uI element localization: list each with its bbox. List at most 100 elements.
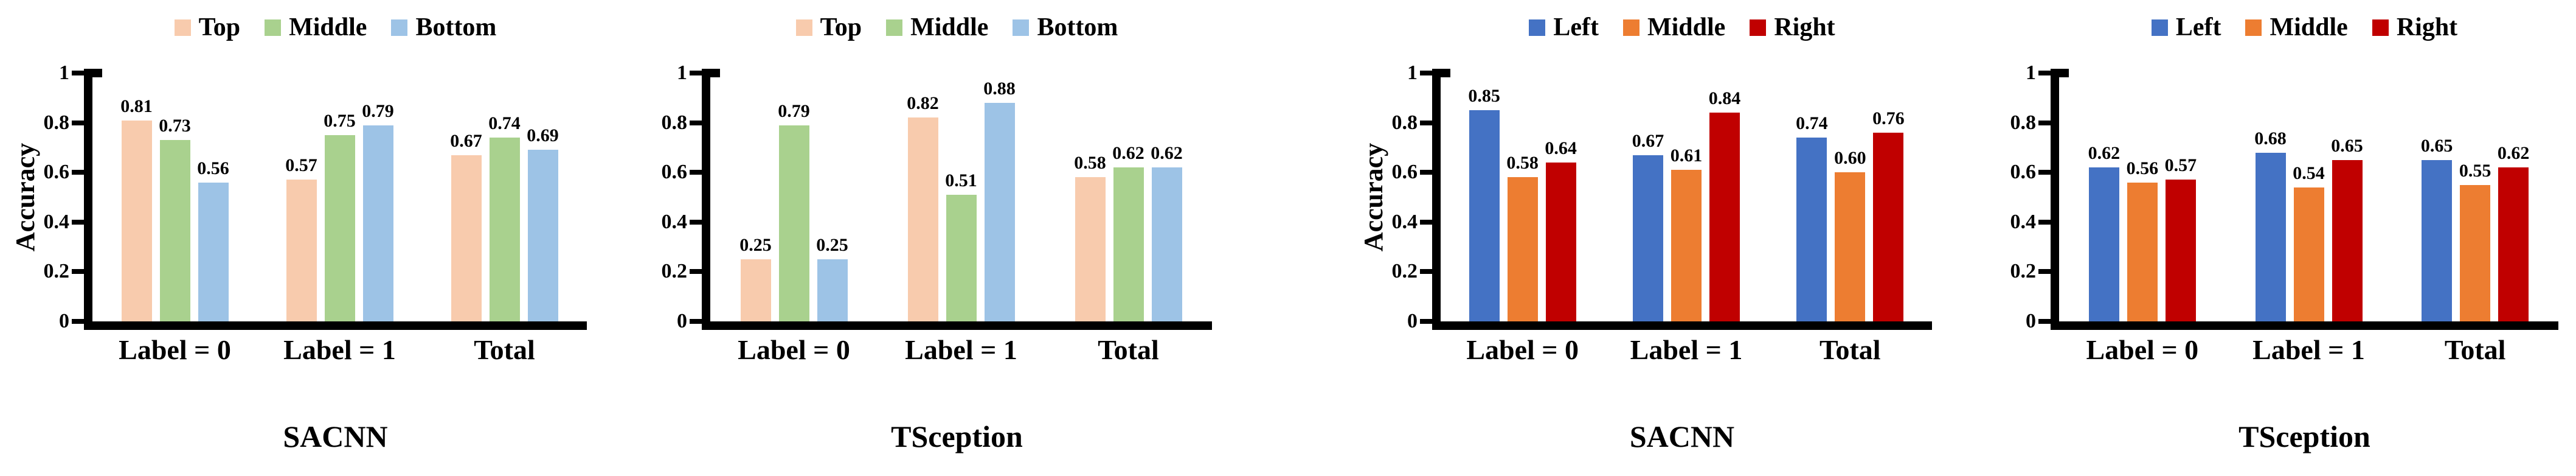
category-label: Label = 1 [905, 334, 1017, 365]
bar-group-1: 0.25 0.79 0.25 [710, 73, 878, 321]
legend-label: Middle [289, 13, 367, 41]
y-axis-top-tick [2059, 69, 2069, 77]
y-tick-label: 0.6 [1391, 161, 1418, 184]
chart-panel-3: Left Middle Right Accuracy 0 0.2 0.4 0.6 0.8 1 0.8… [1288, 0, 1932, 476]
y-axis-line [702, 69, 710, 330]
y-tick-mark [72, 319, 84, 324]
legend-swatch-middle [2245, 19, 2262, 36]
bar-value-label: 0.62 [1151, 143, 1183, 163]
category-labels: Label = 0 Label = 1 Total [2059, 336, 2558, 364]
legend-item-middle: Middle [886, 15, 988, 40]
bar-right: 0.57 [2165, 156, 2197, 321]
y-tick-mark [1420, 71, 1432, 75]
bar-bottom: 0.69 [527, 127, 559, 321]
bar-value-label: 0.57 [2164, 155, 2197, 175]
y-tick-mark [1420, 319, 1432, 324]
bar-value-label: 0.25 [816, 235, 848, 255]
bar-group-2: 0.67 0.61 0.84 [1604, 73, 1768, 321]
category-labels: Label = 0 Label = 1 Total [92, 336, 587, 364]
y-tick-mark [72, 71, 84, 75]
legend-item-right: Right [1750, 15, 1835, 40]
chart-panel-4: Left Middle Right 0 0.2 0.4 0.6 0.8 1 0.62 0.56 0.5… [1932, 0, 2576, 476]
bar-top: 0.58 [1074, 154, 1106, 321]
y-tick-label: 0.4 [1391, 210, 1418, 233]
y-axis-line [1432, 69, 1441, 330]
y-tick-label: 0.2 [43, 260, 70, 283]
y-tick-label: 0.8 [43, 111, 70, 134]
y-tick-label: 1 [677, 61, 687, 84]
chart-title: TSception [2238, 419, 2370, 453]
legend-label: Right [2396, 13, 2458, 41]
bar-value-label: 0.62 [2497, 143, 2530, 163]
y-tick-label: 0.2 [1391, 260, 1418, 283]
legend-item-top: Top [795, 13, 862, 41]
y-tick-mark [72, 170, 84, 175]
bar-value-label: 0.84 [1708, 88, 1741, 108]
bar-right: 0.62 [2498, 144, 2529, 321]
category-label: Label = 0 [738, 334, 850, 365]
bar-top: 0.81 [120, 97, 153, 321]
y-tick-label: 0.2 [661, 260, 688, 283]
bar-group-3: 0.74 0.60 0.76 [1768, 73, 1932, 321]
bar-top: 0.82 [907, 94, 939, 321]
bars-area: 0.81 0.73 0.56 0.57 0.75 0.79 0.67 0.74 0.69 [92, 73, 587, 321]
chart-title: SACNN [283, 419, 388, 453]
y-axis-label: Accuracy [10, 142, 40, 252]
y-tick-mark [2038, 170, 2051, 175]
y-axis-label-box: Accuracy [6, 73, 45, 321]
bar-group-2: 0.68 0.54 0.65 [2226, 73, 2392, 321]
bar-value-label: 0.85 [1468, 86, 1500, 106]
bar-value-label: 0.65 [2420, 136, 2453, 156]
bar-value-label: 0.79 [362, 101, 394, 121]
bar-value-label: 0.58 [1506, 153, 1539, 173]
legend-item-middle: Middle [2245, 13, 2348, 41]
y-axis-top-tick [1441, 69, 1450, 77]
y-axis-label-box: Accuracy [1354, 73, 1393, 321]
chart-panel-1: Top Middle Bottom Accuracy 0 0.2 0.4 0.6 0.8 1 0.8… [0, 0, 644, 476]
legend-item-top: Top [174, 15, 240, 40]
bar-value-label: 0.61 [1670, 145, 1703, 166]
y-tick-label: 1 [2026, 61, 2036, 84]
y-tick-label: 0.4 [43, 210, 70, 233]
bar-middle: 0.74 [488, 114, 521, 321]
bar-left: 0.67 [1632, 132, 1664, 321]
bar-middle: 0.79 [778, 102, 810, 321]
legend-swatch-middle [886, 19, 903, 36]
bar-bottom: 0.25 [816, 236, 848, 321]
bar-group-2: 0.57 0.75 0.79 [257, 73, 422, 321]
y-tick-mark [690, 269, 702, 275]
legend-label: Middle [1647, 13, 1726, 41]
legend-swatch-top [174, 19, 191, 36]
bar-value-label: 0.51 [945, 170, 977, 191]
y-tick-label: 0 [677, 310, 687, 332]
y-tick-mark [690, 219, 702, 225]
bar-value-label: 0.62 [2088, 143, 2121, 163]
bars-area: 0.25 0.79 0.25 0.82 0.51 0.88 0.58 0.62 0.62 [710, 73, 1212, 321]
y-axis-line [2051, 69, 2059, 330]
y-tick-mark [72, 269, 84, 275]
category-label: Label = 1 [2252, 334, 2365, 365]
x-axis-line [84, 321, 587, 330]
y-tick-mark [72, 219, 84, 225]
bar-left: 0.65 [2421, 137, 2453, 321]
bar-top: 0.67 [450, 132, 482, 321]
legend-item-bottom: Bottom [391, 15, 496, 40]
y-tick-label: 0.4 [661, 210, 688, 233]
chart-panel-2: Top Middle Bottom 0 0.2 0.4 0.6 0.8 1 0.25 0.79 0.2… [644, 0, 1288, 476]
bar-value-label: 0.65 [2331, 136, 2363, 156]
bar-right: 0.65 [2331, 137, 2363, 321]
bar-value-label: 0.54 [2293, 163, 2325, 183]
bars-area: 0.62 0.56 0.57 0.68 0.54 0.65 0.65 0.55 0.62 [2059, 73, 2558, 321]
y-tick-label: 0 [1407, 310, 1418, 332]
bar-value-label: 0.74 [1796, 113, 1828, 133]
bar-right: 0.84 [1709, 89, 1740, 321]
bar-value-label: 0.73 [159, 116, 191, 136]
y-tick-mark [72, 120, 84, 125]
legend-label: Middle [910, 13, 989, 41]
legend-label: Middle [2270, 13, 2348, 41]
bar-group-1: 0.81 0.73 0.56 [92, 73, 257, 321]
bar-group-1: 0.85 0.58 0.64 [1441, 73, 1604, 321]
bar-group-3: 0.65 0.55 0.62 [2392, 73, 2558, 321]
legend-label: Top [820, 13, 862, 41]
bar-middle: 0.56 [2127, 159, 2158, 321]
